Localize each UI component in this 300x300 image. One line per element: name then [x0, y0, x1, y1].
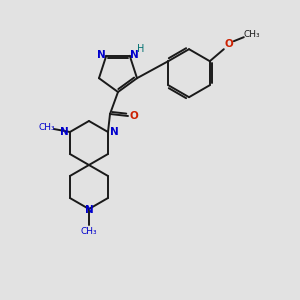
Text: N: N — [59, 127, 68, 137]
Text: CH₃: CH₃ — [81, 227, 97, 236]
Text: N: N — [130, 50, 139, 60]
Text: O: O — [224, 39, 233, 49]
Text: CH₃: CH₃ — [244, 30, 260, 39]
Text: O: O — [130, 111, 138, 121]
Text: N: N — [110, 127, 118, 137]
Text: N: N — [85, 205, 93, 215]
Text: CH₃: CH₃ — [39, 122, 55, 131]
Text: H: H — [137, 44, 144, 54]
Text: N: N — [97, 50, 106, 60]
